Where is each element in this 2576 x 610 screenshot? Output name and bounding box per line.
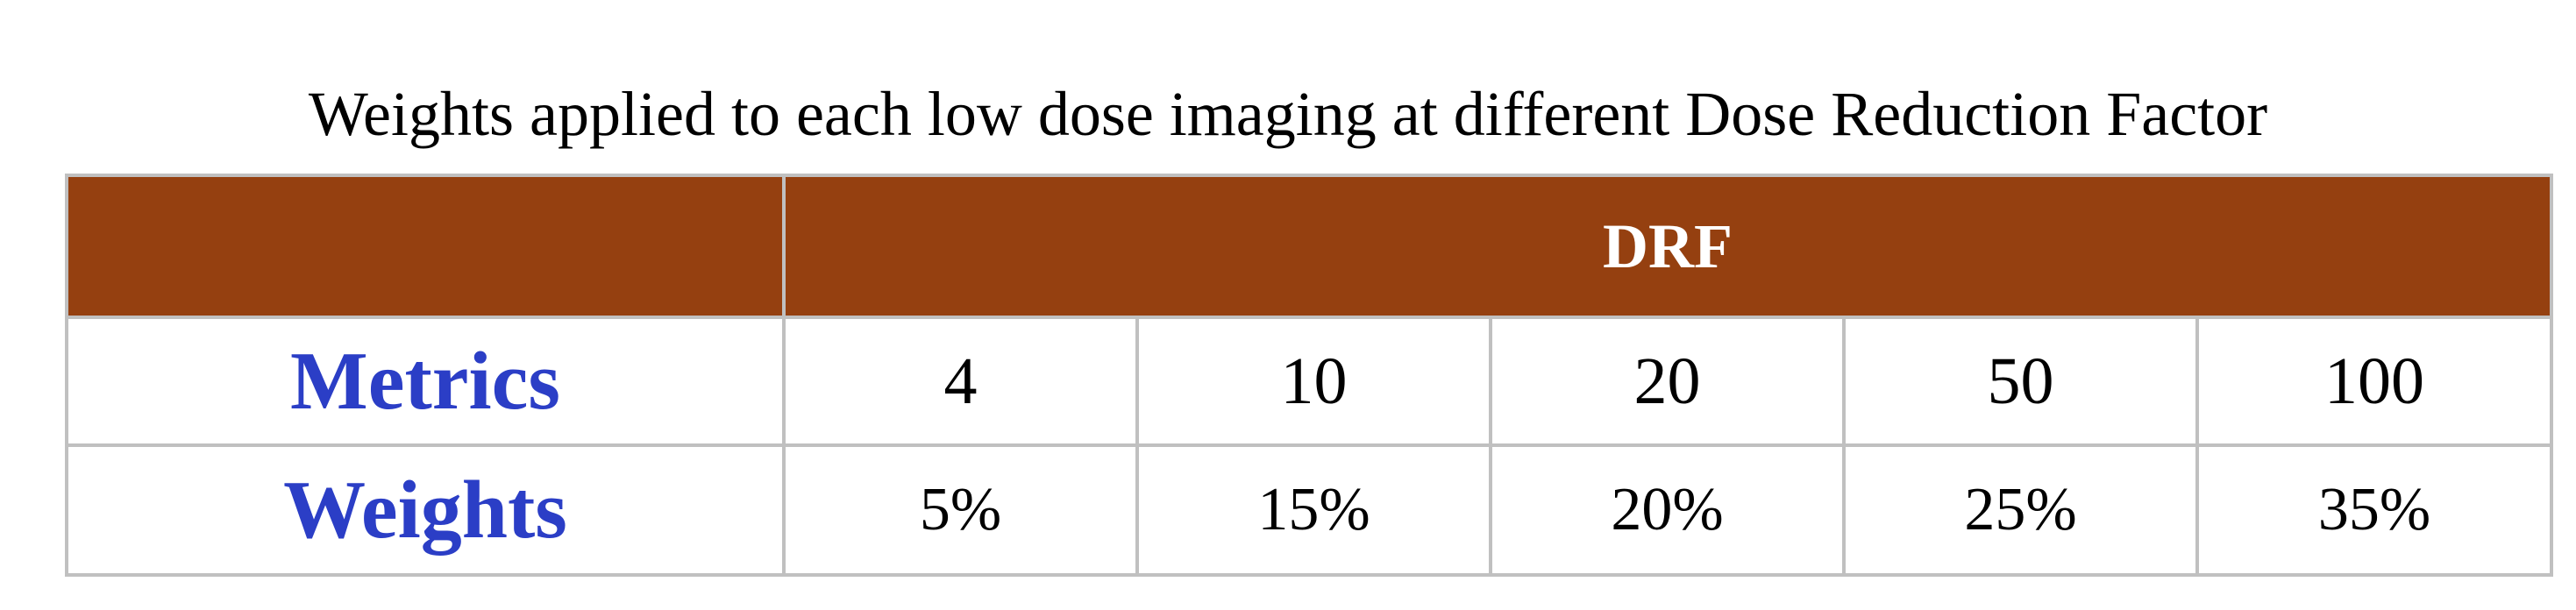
metric-cell: 10 [1135,316,1492,447]
drf-group-header: DRF [781,174,2554,319]
table-row: Metrics 4 10 20 50 100 [65,316,2554,447]
metrics-row-label: Metrics [65,316,786,447]
metric-cell: 50 [1842,316,2199,447]
corner-header-cell [65,174,786,319]
weights-row-label: Weights [65,443,786,577]
metric-cell: 4 [782,316,1139,447]
weight-cell: 15% [1135,443,1492,577]
weight-cell: 35% [2195,443,2554,577]
header-row: DRF [65,174,2554,319]
weight-cell: 20% [1489,443,1846,577]
metric-cell: 100 [2195,316,2554,447]
table-title: Weights applied to each low dose imaging… [308,79,2268,149]
weight-cell: 5% [782,443,1139,577]
drf-weights-table: DRF Metrics 4 10 20 50 100 Weights 5% 15… [65,174,2554,577]
metric-cell: 20 [1489,316,1846,447]
weight-cell: 25% [1842,443,2199,577]
table-row: Weights 5% 15% 20% 25% 35% [65,443,2554,577]
